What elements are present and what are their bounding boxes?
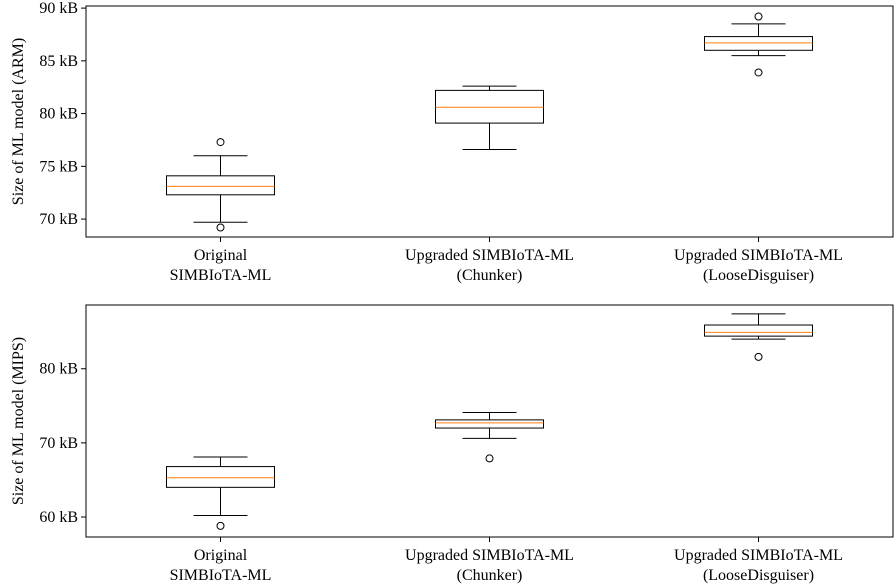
x-tick-label: SIMBIoTA-ML [170, 567, 272, 584]
y-axis-label: Size of ML model (MIPS) [10, 337, 27, 505]
outlier-point [216, 223, 225, 232]
outlier-point [754, 68, 763, 77]
y-tick-label: 80 kB [39, 361, 78, 378]
box-2 [435, 85, 544, 150]
x-tick-label: (Chunker) [457, 267, 523, 284]
iqr-box [435, 419, 544, 429]
box-2 [435, 411, 544, 463]
iqr-box [166, 466, 275, 488]
box-1 [166, 138, 275, 232]
x-tick-label: Original [194, 247, 248, 264]
y-tick-label: 85 kB [39, 53, 78, 70]
iqr-box [704, 324, 813, 337]
outlier-point [216, 521, 225, 530]
x-tick-label: (LooseDisguiser) [703, 267, 814, 284]
y-tick-label: 60 kB [39, 509, 78, 526]
x-tick-label: (LooseDisguiser) [703, 567, 814, 584]
x-tick-label: SIMBIoTA-ML [170, 267, 272, 284]
chart-panel-mips: 60 kB 70 kB 80 kB Size of ML model (MIPS) Or… [10, 304, 894, 584]
outlier-point [485, 454, 494, 463]
y-tick-label: 70 kB [39, 211, 78, 228]
chart-panel-arm: 70 kB 75 kB 80 kB 85 kB 90 kB Size of ML mode… [10, 0, 894, 284]
box-3 [704, 313, 813, 361]
outlier-point [754, 352, 763, 361]
outlier-point [216, 138, 225, 147]
iqr-box [435, 89, 544, 124]
box-3 [704, 12, 813, 77]
box-1 [166, 456, 275, 530]
outlier-point [754, 12, 763, 21]
y-tick-label: 80 kB [39, 106, 78, 123]
y-tick-label: 75 kB [39, 158, 78, 175]
x-tick-label: Upgraded SIMBIoTA-ML [405, 547, 574, 564]
x-tick-label: Original [194, 547, 248, 564]
plot-frame [85, 304, 894, 538]
x-tick-label: (Chunker) [457, 567, 523, 584]
y-tick-label: 90 kB [39, 0, 78, 17]
iqr-box [704, 36, 813, 51]
y-tick-label: 70 kB [39, 435, 78, 452]
iqr-box [166, 175, 275, 196]
x-tick-label: Upgraded SIMBIoTA-ML [405, 247, 574, 264]
x-tick-label: Upgraded SIMBIoTA-ML [674, 547, 843, 564]
x-tick-label: Upgraded SIMBIoTA-ML [674, 247, 843, 264]
plot-frame [85, 5, 894, 238]
y-axis-label: Size of ML model (ARM) [10, 38, 27, 205]
